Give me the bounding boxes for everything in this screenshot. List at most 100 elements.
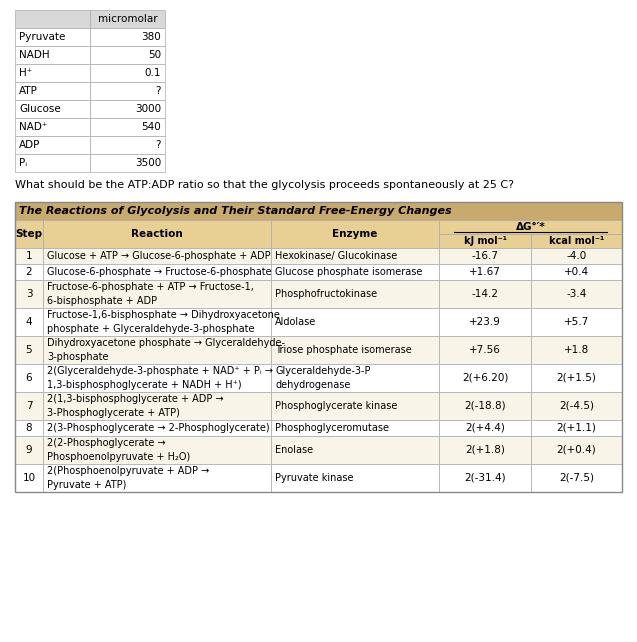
Bar <box>15 46 90 64</box>
Text: micromolar: micromolar <box>97 14 157 24</box>
Bar <box>43 280 271 308</box>
Text: Reaction: Reaction <box>131 229 183 239</box>
Bar <box>43 392 271 420</box>
Text: +23.9: +23.9 <box>469 317 501 327</box>
Text: +7.56: +7.56 <box>469 345 501 355</box>
Bar <box>531 264 622 280</box>
Bar <box>439 420 531 436</box>
Bar <box>15 248 43 264</box>
Text: kJ mol⁻¹: kJ mol⁻¹ <box>464 236 506 246</box>
Text: -3.4: -3.4 <box>566 289 587 299</box>
Bar <box>15 280 43 308</box>
Bar <box>439 280 531 308</box>
Bar <box>15 264 43 280</box>
Text: 6: 6 <box>25 373 32 383</box>
Text: 2(-31.4): 2(-31.4) <box>464 473 506 483</box>
Text: phosphate + Glyceraldehyde-3-phosphate: phosphate + Glyceraldehyde-3-phosphate <box>47 324 255 334</box>
Bar <box>271 436 439 464</box>
Bar <box>90 10 165 28</box>
Bar <box>15 336 43 364</box>
Bar <box>439 336 531 364</box>
Bar <box>439 364 531 392</box>
Text: dehydrogenase: dehydrogenase <box>275 380 350 390</box>
Bar <box>90 64 165 82</box>
Bar <box>90 118 165 136</box>
Bar <box>531 420 622 436</box>
Text: Aldolase: Aldolase <box>275 317 316 327</box>
Bar <box>531 392 622 420</box>
Bar <box>15 82 90 100</box>
Text: 2(-4.5): 2(-4.5) <box>559 401 594 411</box>
Text: Triose phosphate isomerase: Triose phosphate isomerase <box>275 345 412 355</box>
Bar <box>90 82 165 100</box>
Bar <box>90 154 165 172</box>
Bar <box>15 202 622 492</box>
Bar <box>15 64 90 82</box>
Bar <box>439 234 531 248</box>
Bar <box>531 234 622 248</box>
Text: 2(+6.20): 2(+6.20) <box>462 373 508 383</box>
Text: ΔG°′*: ΔG°′* <box>515 222 545 232</box>
Bar <box>531 364 622 392</box>
Text: Pyruvate kinase: Pyruvate kinase <box>275 473 354 483</box>
Text: 2(Phosphoenolpyruvate + ADP →: 2(Phosphoenolpyruvate + ADP → <box>47 466 209 476</box>
Text: 2(-7.5): 2(-7.5) <box>559 473 594 483</box>
Text: 1,3-bisphosphoglycerate + NADH + H⁺): 1,3-bisphosphoglycerate + NADH + H⁺) <box>47 380 241 390</box>
Text: Phosphofructokinase: Phosphofructokinase <box>275 289 377 299</box>
Bar <box>15 392 43 420</box>
Bar <box>43 308 271 336</box>
Bar <box>15 364 43 392</box>
Text: +1.8: +1.8 <box>564 345 589 355</box>
Bar <box>531 280 622 308</box>
Bar <box>271 248 439 264</box>
Text: Fructose-1,6-bisphosphate → Dihydroxyacetone: Fructose-1,6-bisphosphate → Dihydroxyace… <box>47 310 280 320</box>
Text: 3-phosphate: 3-phosphate <box>47 352 108 362</box>
Text: Glyceraldehyde-3-P: Glyceraldehyde-3-P <box>275 366 371 376</box>
Bar <box>439 308 531 336</box>
Text: 3000: 3000 <box>135 104 161 114</box>
Text: +1.67: +1.67 <box>469 267 501 277</box>
Text: 540: 540 <box>141 122 161 132</box>
Text: Step: Step <box>15 229 43 239</box>
Text: 2: 2 <box>25 267 32 277</box>
Text: 2(+1.8): 2(+1.8) <box>465 445 505 455</box>
Bar <box>43 264 271 280</box>
Text: 1: 1 <box>25 251 32 261</box>
Bar <box>43 420 271 436</box>
Text: What should be the ATP:ADP ratio so that the glycolysis proceeds spontaneously a: What should be the ATP:ADP ratio so that… <box>15 180 514 190</box>
Text: ?: ? <box>155 140 161 150</box>
Bar <box>90 46 165 64</box>
Bar <box>43 248 271 264</box>
Bar <box>271 220 439 248</box>
Text: Pyruvate + ATP): Pyruvate + ATP) <box>47 480 126 490</box>
Text: 380: 380 <box>141 32 161 42</box>
Bar <box>271 280 439 308</box>
Text: ATP: ATP <box>19 86 38 96</box>
Bar <box>43 220 271 248</box>
Text: 3: 3 <box>25 289 32 299</box>
Bar <box>43 364 271 392</box>
Bar <box>15 464 43 492</box>
Bar <box>439 392 531 420</box>
Text: 3-Phosphoglycerate + ATP): 3-Phosphoglycerate + ATP) <box>47 408 180 418</box>
Text: Dihydroxyacetone phosphate → Glyceraldehyde-: Dihydroxyacetone phosphate → Glyceraldeh… <box>47 338 285 348</box>
Text: 2(-18.8): 2(-18.8) <box>464 401 506 411</box>
Text: +5.7: +5.7 <box>564 317 589 327</box>
Bar <box>15 118 90 136</box>
Text: -16.7: -16.7 <box>471 251 499 261</box>
Text: 7: 7 <box>25 401 32 411</box>
Bar <box>15 136 90 154</box>
Bar <box>15 220 43 248</box>
Text: ?: ? <box>155 86 161 96</box>
Text: 6-bisphosphate + ADP: 6-bisphosphate + ADP <box>47 296 157 306</box>
Text: 2(3-Phosphoglycerate → 2-Phosphoglycerate): 2(3-Phosphoglycerate → 2-Phosphoglycerat… <box>47 423 269 433</box>
Bar <box>90 136 165 154</box>
Text: Glucose phosphate isomerase: Glucose phosphate isomerase <box>275 267 422 277</box>
Text: 50: 50 <box>148 50 161 60</box>
Text: Phosphoglyceromutase: Phosphoglyceromutase <box>275 423 389 433</box>
Text: Enzyme: Enzyme <box>333 229 378 239</box>
Bar <box>90 100 165 118</box>
Text: Pyruvate: Pyruvate <box>19 32 66 42</box>
Bar <box>439 464 531 492</box>
Text: Fructose-6-phosphate + ATP → Fructose-1,: Fructose-6-phosphate + ATP → Fructose-1, <box>47 282 254 292</box>
